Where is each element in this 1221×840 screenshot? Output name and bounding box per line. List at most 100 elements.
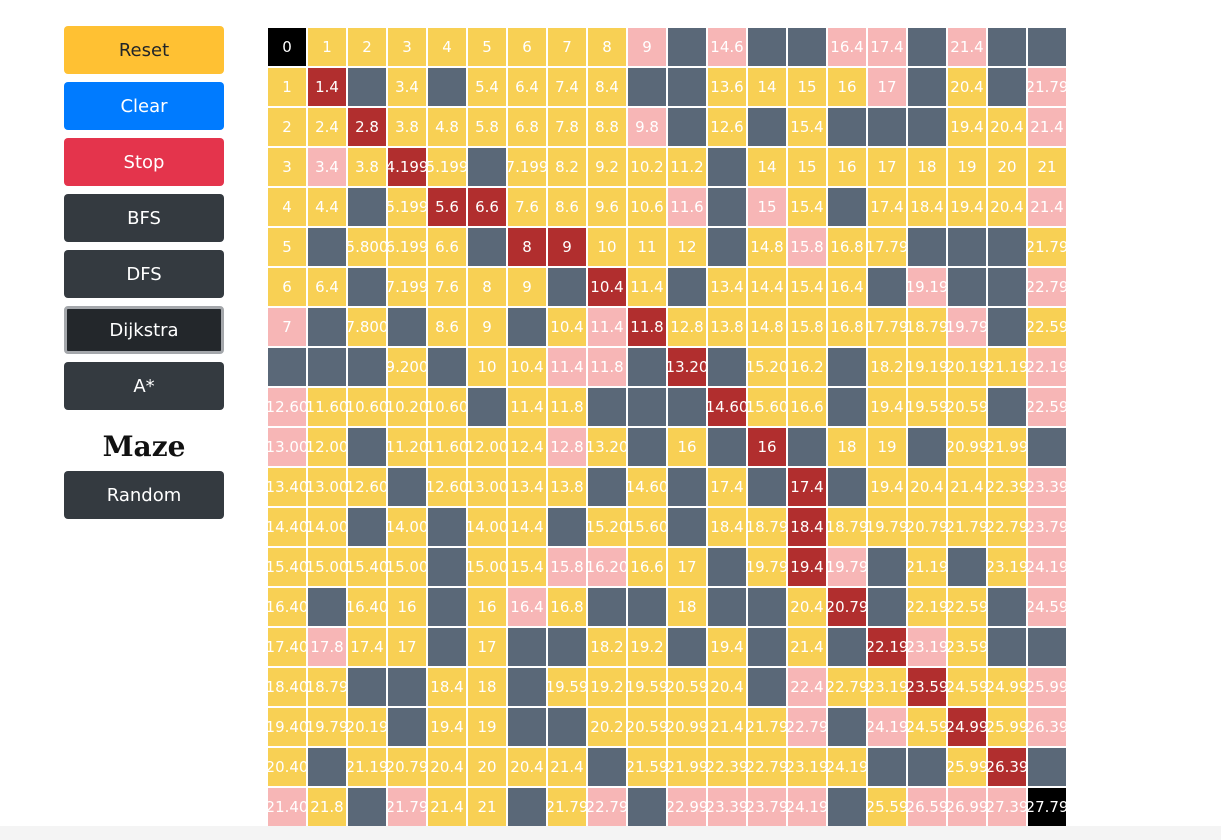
grid-explored-cell[interactable]: 22.59 — [947, 587, 987, 627]
grid-explored-cell[interactable]: 12.00 — [307, 427, 347, 467]
dijkstra-button[interactable]: Dijkstra — [64, 306, 224, 354]
grid-explored-cell[interactable]: 10.4 — [507, 347, 547, 387]
grid-wall-cell[interactable] — [507, 707, 547, 747]
grid-path-cell[interactable]: 1.4 — [307, 67, 347, 107]
grid-explored-cell[interactable]: 2 — [267, 107, 307, 147]
grid-explored-cell[interactable]: 15.4 — [787, 267, 827, 307]
grid-explored-cell[interactable]: 17.79 — [867, 307, 907, 347]
grid-frontier-cell[interactable]: 9.8 — [627, 107, 667, 147]
grid-frontier-cell[interactable]: 27.39 — [987, 787, 1027, 827]
grid-explored-cell[interactable]: 5.4 — [467, 67, 507, 107]
grid-explored-cell[interactable]: 15.8 — [787, 307, 827, 347]
grid-wall-cell[interactable] — [1027, 427, 1066, 467]
grid-wall-cell[interactable] — [307, 747, 347, 787]
grid-wall-cell[interactable] — [987, 227, 1027, 267]
grid-wall-cell[interactable] — [827, 187, 867, 227]
grid-path-cell[interactable]: 13.20 — [667, 347, 707, 387]
grid-frontier-cell[interactable]: 24.19 — [787, 787, 827, 827]
grid-explored-cell[interactable]: 3 — [387, 27, 427, 67]
grid-explored-cell[interactable]: 20 — [987, 147, 1027, 187]
grid-wall-cell[interactable] — [547, 507, 587, 547]
grid-frontier-cell[interactable]: 23.79 — [747, 787, 787, 827]
grid-explored-cell[interactable]: 17.4 — [347, 627, 387, 667]
grid-explored-cell[interactable]: 14.00 — [467, 507, 507, 547]
grid-explored-cell[interactable]: 12 — [667, 227, 707, 267]
grid-explored-cell[interactable]: 21.79 — [547, 787, 587, 827]
grid-explored-cell[interactable]: 22.79 — [747, 747, 787, 787]
grid-wall-cell[interactable] — [427, 507, 467, 547]
grid-explored-cell[interactable]: 16 — [387, 587, 427, 627]
reset-button[interactable]: Reset — [64, 26, 224, 74]
grid-wall-cell[interactable] — [747, 107, 787, 147]
grid-explored-cell[interactable]: 19 — [467, 707, 507, 747]
grid-explored-cell[interactable]: 8.4 — [587, 67, 627, 107]
grid-explored-cell[interactable]: 20.59 — [667, 667, 707, 707]
grid-explored-cell[interactable]: 7.199 — [507, 147, 547, 187]
grid-explored-cell[interactable]: 9 — [467, 307, 507, 347]
grid-explored-cell[interactable]: 20.40 — [267, 747, 307, 787]
grid-wall-cell[interactable] — [707, 587, 747, 627]
grid-explored-cell[interactable]: 3.4 — [387, 67, 427, 107]
grid-wall-cell[interactable] — [307, 227, 347, 267]
grid-wall-cell[interactable] — [667, 387, 707, 427]
grid-wall-cell[interactable] — [307, 587, 347, 627]
grid-explored-cell[interactable]: 15.40 — [267, 547, 307, 587]
grid-wall-cell[interactable] — [307, 307, 347, 347]
grid-wall-cell[interactable] — [507, 667, 547, 707]
grid-explored-cell[interactable]: 21.19 — [987, 347, 1027, 387]
grid-wall-cell[interactable] — [747, 467, 787, 507]
grid-explored-cell[interactable]: 21.4 — [947, 467, 987, 507]
grid-frontier-cell[interactable]: 19.79 — [947, 307, 987, 347]
grid-explored-cell[interactable]: 6 — [507, 27, 547, 67]
grid-explored-cell[interactable]: 12.00 — [467, 427, 507, 467]
grid-explored-cell[interactable]: 25.99 — [987, 707, 1027, 747]
grid-wall-cell[interactable] — [347, 67, 387, 107]
grid-explored-cell[interactable]: 21.79 — [947, 507, 987, 547]
grid-explored-cell[interactable]: 13.8 — [707, 307, 747, 347]
grid-frontier-cell[interactable]: 23.39 — [1027, 467, 1066, 507]
grid-explored-cell[interactable]: 18 — [467, 667, 507, 707]
grid-frontier-cell[interactable]: 3.4 — [307, 147, 347, 187]
grid-wall-cell[interactable] — [587, 387, 627, 427]
grid-explored-cell[interactable]: 19.40 — [267, 707, 307, 747]
grid-explored-cell[interactable]: 18 — [667, 587, 707, 627]
grid-explored-cell[interactable]: 5.800 — [347, 227, 387, 267]
grid-explored-cell[interactable]: 9.200 — [387, 347, 427, 387]
grid-wall-cell[interactable] — [827, 107, 867, 147]
grid-explored-cell[interactable]: 20.4 — [947, 67, 987, 107]
grid-explored-cell[interactable]: 14.8 — [747, 307, 787, 347]
grid-explored-cell[interactable]: 1 — [307, 27, 347, 67]
grid-frontier-cell[interactable]: 21.4 — [1027, 187, 1066, 227]
grid-explored-cell[interactable]: 13.8 — [547, 467, 587, 507]
grid-explored-cell[interactable]: 20.19 — [347, 707, 387, 747]
grid-wall-cell[interactable] — [907, 27, 947, 67]
grid-explored-cell[interactable]: 15.4 — [787, 187, 827, 227]
grid-frontier-cell[interactable]: 21.40 — [267, 787, 307, 827]
grid-path-cell[interactable]: 8 — [507, 227, 547, 267]
grid-frontier-cell[interactable]: 11.6 — [667, 187, 707, 227]
grid-explored-cell[interactable]: 23.59 — [947, 627, 987, 667]
grid-explored-cell[interactable]: 21.79 — [747, 707, 787, 747]
grid-explored-cell[interactable]: 15.40 — [347, 547, 387, 587]
grid-explored-cell[interactable]: 15.60 — [747, 387, 787, 427]
grid-explored-cell[interactable]: 18.4 — [707, 507, 747, 547]
grid-explored-cell[interactable]: 15 — [787, 67, 827, 107]
grid-wall-cell[interactable] — [987, 587, 1027, 627]
grid-explored-cell[interactable]: 24.59 — [907, 707, 947, 747]
grid-wall-cell[interactable] — [867, 107, 907, 147]
grid-explored-cell[interactable]: 18.79 — [907, 307, 947, 347]
grid-explored-cell[interactable]: 13.4 — [707, 267, 747, 307]
grid-wall-cell[interactable] — [667, 67, 707, 107]
grid-explored-cell[interactable]: 19.2 — [587, 667, 627, 707]
grid-wall-cell[interactable] — [947, 267, 987, 307]
grid-explored-cell[interactable]: 5.8 — [467, 107, 507, 147]
grid-explored-cell[interactable]: 13.6 — [707, 67, 747, 107]
grid-path-cell[interactable]: 23.59 — [907, 667, 947, 707]
grid-frontier-cell[interactable]: 17.4 — [867, 27, 907, 67]
grid-path-cell[interactable]: 16 — [747, 427, 787, 467]
grid-explored-cell[interactable]: 22.79 — [987, 507, 1027, 547]
grid-explored-cell[interactable]: 11.4 — [507, 387, 547, 427]
grid-path-cell[interactable]: 18.4 — [787, 507, 827, 547]
grid-explored-cell[interactable]: 14 — [747, 67, 787, 107]
grid-explored-cell[interactable]: 11.60 — [307, 387, 347, 427]
